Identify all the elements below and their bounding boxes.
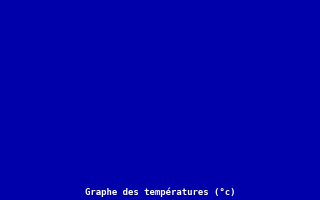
Text: Graphe des températures (°c): Graphe des températures (°c): [85, 187, 235, 197]
